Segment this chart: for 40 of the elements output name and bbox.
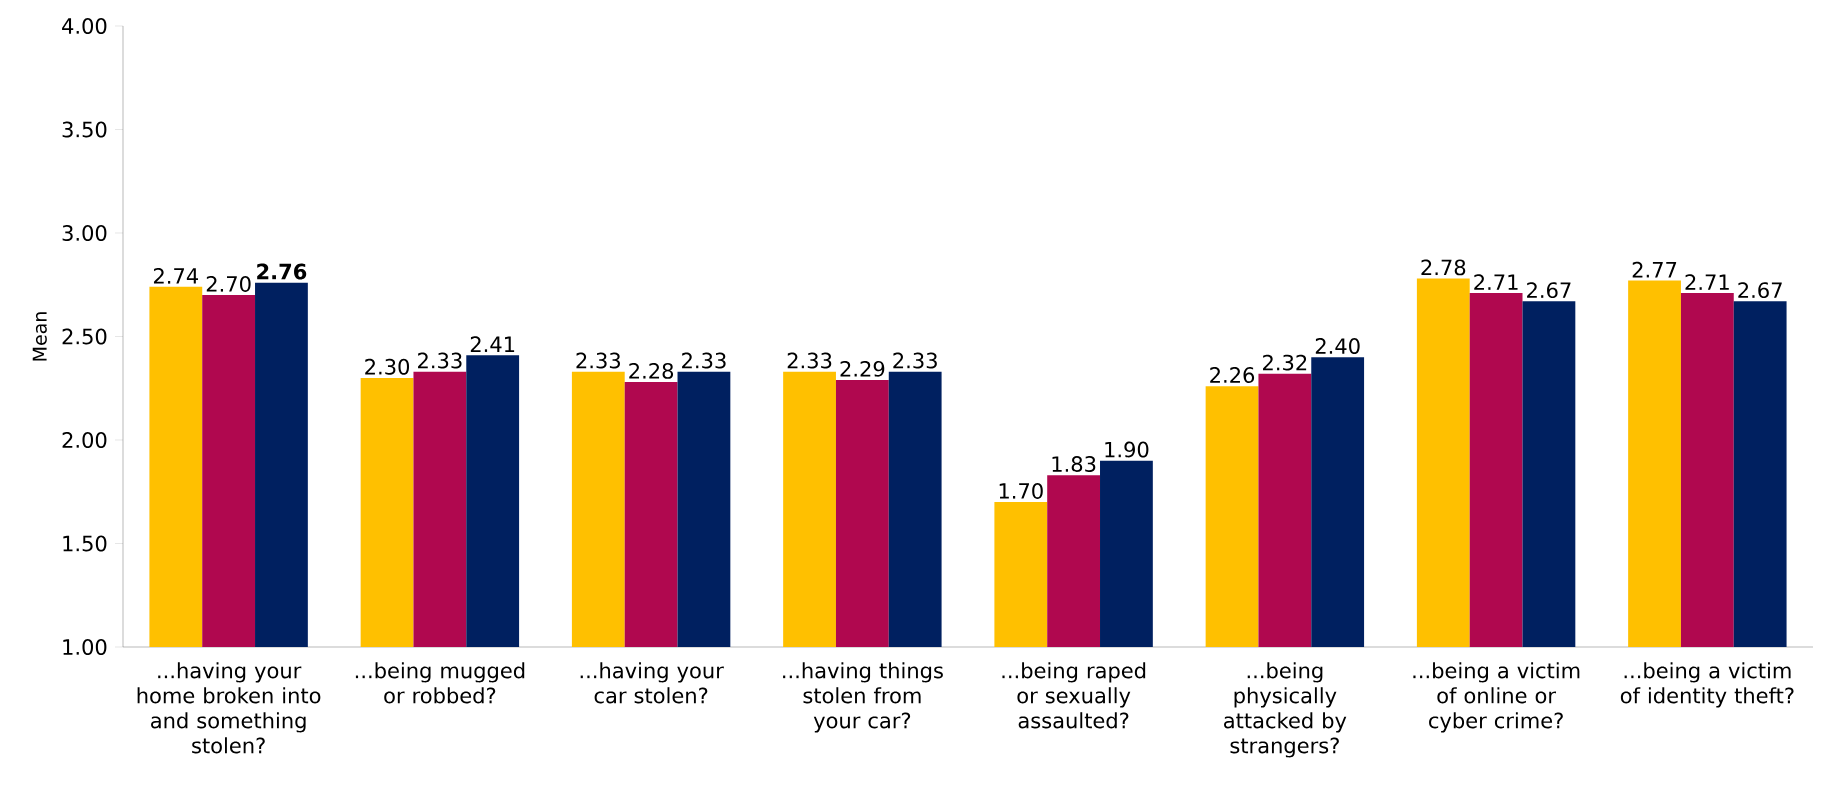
data-label: 2.33 <box>576 352 620 369</box>
data-label: 2.29 <box>840 360 885 377</box>
data-label: 2.76 <box>257 263 307 280</box>
data-label: 2.33 <box>418 352 462 369</box>
data-label: 2.67 <box>1527 282 1571 299</box>
data-label: 2.77 <box>1632 261 1677 278</box>
data-label: 1.83 <box>1052 456 1096 472</box>
x-tick-label: ...being a victim of online or cyber crime? <box>1413 662 1580 733</box>
x-tick-label: ...being physically attacked by strangers? <box>1224 662 1347 758</box>
data-label: 2.71 <box>1474 274 1518 290</box>
data-label: 2.32 <box>1263 354 1307 371</box>
data-label: 1.70 <box>999 483 1043 499</box>
x-tick-label: ...being raped or sexually assaulted? <box>1002 662 1146 729</box>
y-axis-title: Mean <box>32 312 47 361</box>
data-label: 2.30 <box>365 358 410 375</box>
y-tick-label: 1.00 <box>63 639 107 655</box>
data-label: 2.28 <box>629 362 674 379</box>
y-tick-label: 4.00 <box>62 18 107 34</box>
data-label: 1.90 <box>1105 441 1149 458</box>
data-label: 2.67 <box>1738 282 1782 299</box>
x-tick-label: ...being a victim of identity theft? <box>1620 662 1794 708</box>
y-tick-label: 3.00 <box>62 225 107 241</box>
x-tick-label: ...having your home broken into and something stolen? <box>137 662 321 754</box>
data-label: 2.33 <box>893 352 937 369</box>
x-tick-label: ...having things stolen from your car? <box>783 662 943 733</box>
data-label: 2.74 <box>153 268 199 284</box>
x-tick-label: ...being mugged or robbed? <box>355 662 525 704</box>
y-tick-label: 3.50 <box>62 121 107 138</box>
x-tick-label: ...having your car stolen? <box>580 662 724 704</box>
y-tick-label: 2.00 <box>62 432 107 448</box>
data-label: 2.70 <box>206 276 251 292</box>
data-label: 2.78 <box>1421 259 1466 276</box>
data-label: 2.41 <box>470 336 515 352</box>
data-label: 2.40 <box>1315 338 1360 354</box>
data-label: 2.33 <box>787 352 832 369</box>
data-label: 2.71 <box>1685 274 1729 290</box>
y-tick-label: 2.50 <box>62 328 107 345</box>
data-label: 2.26 <box>1210 367 1255 383</box>
data-label: 2.33 <box>682 352 726 369</box>
y-tick-label: 1.50 <box>63 535 107 552</box>
